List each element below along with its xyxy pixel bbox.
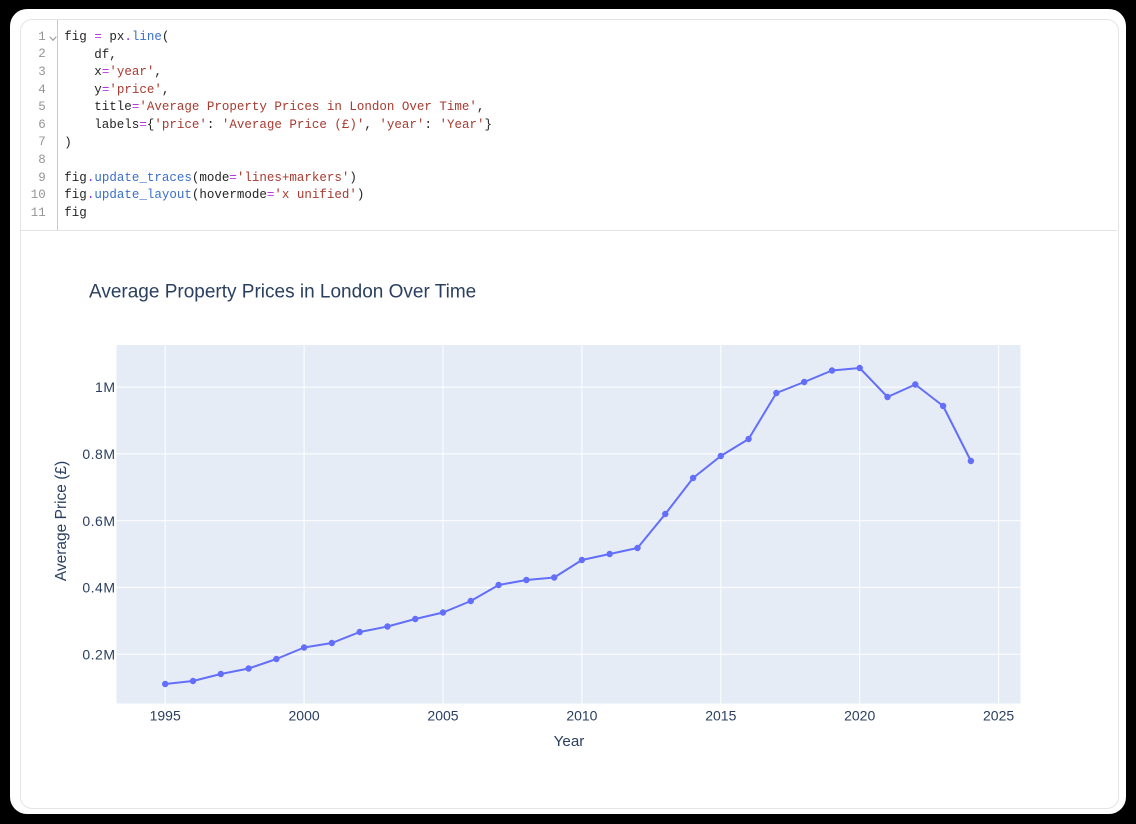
svg-text:0.4M: 0.4M <box>82 580 115 596</box>
svg-text:2005: 2005 <box>427 707 458 723</box>
svg-text:Average Price (£): Average Price (£) <box>53 461 70 581</box>
svg-text:2015: 2015 <box>705 707 736 723</box>
svg-text:Average Property Prices in Lon: Average Property Prices in London Over T… <box>89 281 476 302</box>
svg-text:2000: 2000 <box>289 707 320 723</box>
svg-text:1M: 1M <box>95 379 115 395</box>
svg-text:Year: Year <box>554 733 585 750</box>
svg-text:2020: 2020 <box>844 707 875 723</box>
svg-text:0.8M: 0.8M <box>82 446 115 462</box>
svg-text:2025: 2025 <box>983 707 1014 723</box>
svg-text:0.6M: 0.6M <box>82 513 115 529</box>
svg-text:2010: 2010 <box>566 707 597 723</box>
svg-text:1995: 1995 <box>150 707 181 723</box>
svg-text:0.2M: 0.2M <box>82 646 115 662</box>
